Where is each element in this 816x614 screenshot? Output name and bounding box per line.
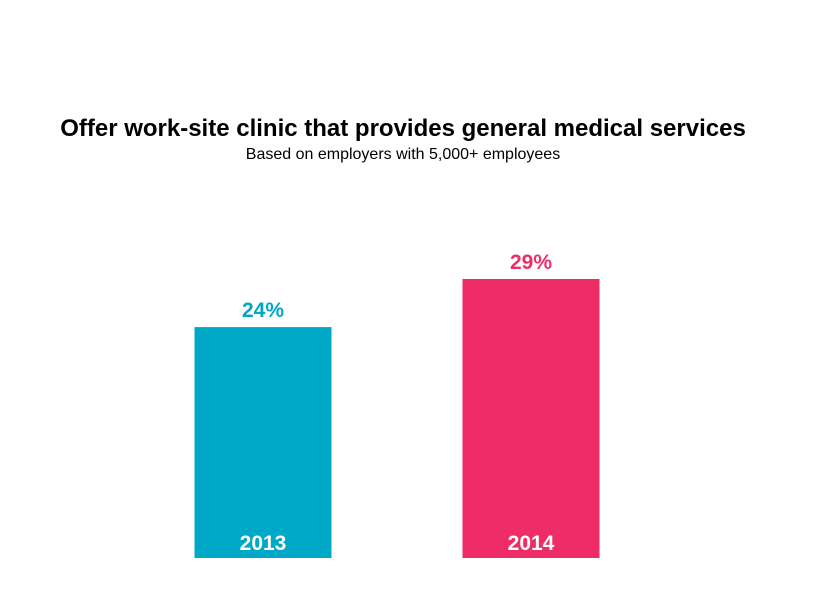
chart-subtitle: Based on employers with 5,000+ employees — [245, 146, 561, 163]
data-label-2013: 24% — [242, 299, 284, 322]
bar-2013 — [194, 327, 332, 558]
data-label-2014: 29% — [510, 251, 552, 274]
category-label-2014: 2014 — [508, 532, 555, 555]
category-label-2013: 2013 — [240, 532, 287, 555]
chart-title: Offer work-site clinic that provides gen… — [60, 115, 746, 142]
bar-2014 — [462, 279, 600, 558]
